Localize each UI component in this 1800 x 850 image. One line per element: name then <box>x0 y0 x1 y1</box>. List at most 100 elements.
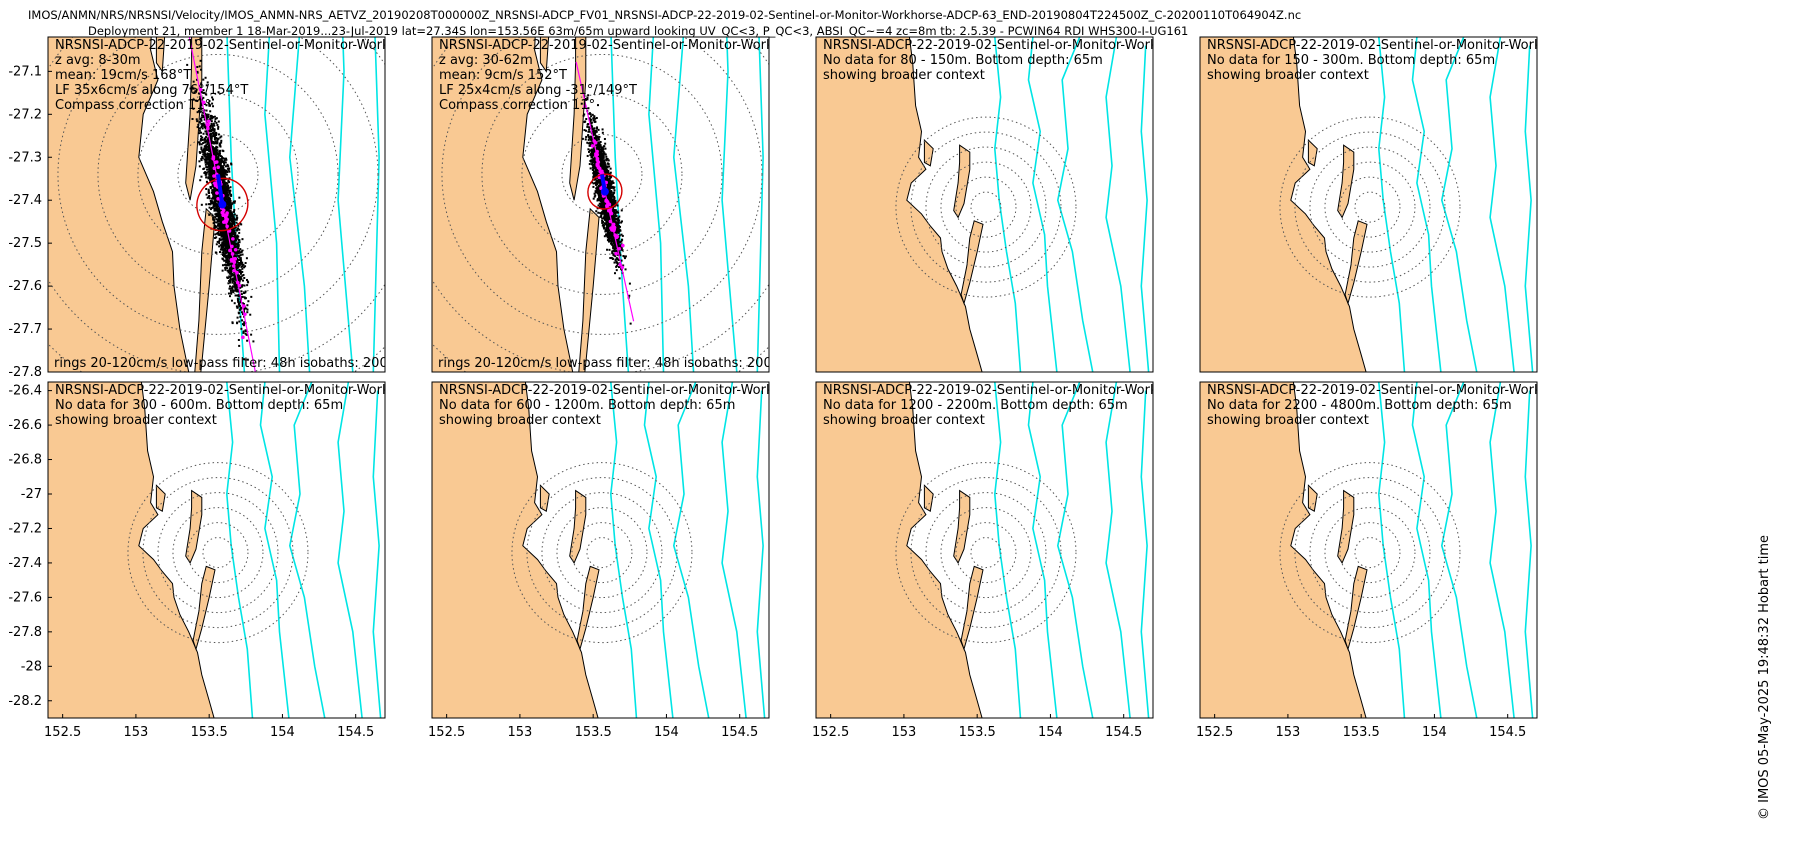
isobath-line <box>372 37 380 372</box>
land-mass <box>960 220 984 305</box>
land-mass <box>1344 565 1368 651</box>
panel-frame <box>1199 381 1538 719</box>
panel-frame <box>1199 36 1538 373</box>
speed-ring <box>1324 507 1416 599</box>
panel-frame <box>815 381 1154 719</box>
speed-ring <box>556 507 648 599</box>
y-tick-label: -26.6 <box>8 418 42 433</box>
speed-ring <box>526 477 678 629</box>
land-mass <box>432 382 599 718</box>
y-tick-label: -26.8 <box>8 453 42 468</box>
isobath-line <box>225 382 254 718</box>
speed-ring <box>1339 176 1401 238</box>
speed-ring <box>1324 161 1416 253</box>
speed-ring <box>157 492 279 614</box>
land-mass <box>569 37 587 201</box>
land-mass <box>960 565 984 651</box>
speed-ring <box>202 537 234 569</box>
speed-ring <box>895 462 1077 644</box>
speed-ring <box>137 93 299 255</box>
panel-info-line: No data for 300 - 600m. Bottom depth: 65… <box>55 398 343 413</box>
panel-info-line: showing broader context <box>1207 68 1369 83</box>
y-tick-label: -28.2 <box>8 694 42 709</box>
lf-point <box>617 246 622 251</box>
variance-ellipse <box>587 173 623 210</box>
panel-info-line: showing broader context <box>439 413 601 428</box>
isobath-line <box>259 382 290 718</box>
land-mass <box>923 138 934 167</box>
panel-info-line: showing broader context <box>823 413 985 428</box>
mean-velocity-tip <box>600 187 609 196</box>
isobath-line <box>610 37 630 372</box>
speed-ring <box>441 37 763 335</box>
speed-ring <box>1339 522 1401 584</box>
isobath-line <box>264 37 281 372</box>
panel-info-line: No data for 80 - 150m. Bottom depth: 65m <box>823 53 1103 68</box>
panel-plot-area: rings 20-120cm/s low-pass filter: 48h is… <box>432 37 867 372</box>
land-mass <box>1200 37 1367 372</box>
isobath-line <box>1524 390 1534 718</box>
x-tick-label: 153 <box>123 725 148 740</box>
speed-ring <box>940 161 1032 253</box>
isobath-line <box>226 37 246 372</box>
panel-title: NRSNSI-ADCP-22-2019-02-Sentinel-or-Monit… <box>55 383 479 398</box>
isobath-line <box>1440 37 1478 372</box>
x-tick-label: 153 <box>507 725 532 740</box>
panel-frame <box>47 381 386 719</box>
panel-title: NRSNSI-ADCP-22-2019-02-Sentinel-or-Monit… <box>55 38 479 53</box>
isobath-line <box>1489 37 1515 372</box>
y-tick-label: -27.7 <box>8 322 42 337</box>
panel-footer: rings 20-120cm/s low-pass filter: 48h is… <box>438 356 867 371</box>
speed-ring <box>1294 131 1446 283</box>
panel-info-line: z avg: 8-30m <box>55 53 141 68</box>
isobath-line <box>1140 390 1150 718</box>
lf-point <box>231 237 235 241</box>
x-tick-label: 154.5 <box>337 725 374 740</box>
speed-ring <box>895 116 1077 298</box>
x-tick-label: 154.5 <box>1105 725 1142 740</box>
y-tick-label: -28 <box>21 659 42 674</box>
land-mass <box>953 144 971 219</box>
file-path-title: IMOS/ANMN/NRS/NRSNSI/Velocity/IMOS_ANMN-… <box>28 8 1302 22</box>
lf-point <box>214 160 219 164</box>
panel-info-line: z avg: 30-62m <box>439 53 533 68</box>
isobath-line <box>1411 382 1442 718</box>
speed-ring <box>586 537 618 569</box>
land-mass <box>1337 144 1355 219</box>
panel-title: NRSNSI-ADCP-22-2019-02-Sentinel-or-Monit… <box>439 38 863 53</box>
isobath-line <box>337 37 354 372</box>
land-mass <box>953 489 971 564</box>
mean-velocity-arrow <box>215 174 225 205</box>
y-tick-label: -27.2 <box>8 521 42 536</box>
panel-plot-area: NRSNSI-ADCP-22-2019-02-Sentinel-or-Monit… <box>432 382 769 718</box>
isobath-line <box>721 382 747 718</box>
x-tick-label: 152.5 <box>44 725 81 740</box>
y-tick-label: -27.8 <box>8 625 42 640</box>
isobath-line <box>1056 382 1094 718</box>
land-mass <box>185 489 203 564</box>
speed-ring <box>940 507 1032 599</box>
isobath-line <box>1377 382 1406 718</box>
panel-info-line: showing broader context <box>823 68 985 83</box>
land-mass <box>155 484 166 512</box>
land-mass <box>576 565 600 651</box>
land-mass <box>192 565 216 651</box>
speed-ring <box>187 522 249 584</box>
lf-point <box>609 211 614 216</box>
panel-info-line: LF 35x6cm/s along 76°/154°T <box>55 83 248 98</box>
land-mass <box>539 484 550 512</box>
land-mass <box>816 37 983 372</box>
panel-title: NRSNSI-ADCP-22-2019-02-Sentinel-or-Monit… <box>1207 383 1610 398</box>
x-tick-label: 152.5 <box>812 725 849 740</box>
speed-ring <box>541 492 663 614</box>
x-tick-label: 153.5 <box>1343 725 1380 740</box>
land-mass <box>48 37 190 372</box>
panel-1: rings 20-120cm/s low-pass filter: 48h is… <box>8 36 479 380</box>
speed-ring <box>521 93 683 255</box>
panel-info-line: mean: 9cm/s 152°T <box>439 68 567 83</box>
speed-ring <box>1354 191 1386 223</box>
isobath-line <box>672 37 695 372</box>
panel-info-line: No data for 150 - 300m. Bottom depth: 65… <box>1207 53 1495 68</box>
speed-ring <box>970 537 1002 569</box>
